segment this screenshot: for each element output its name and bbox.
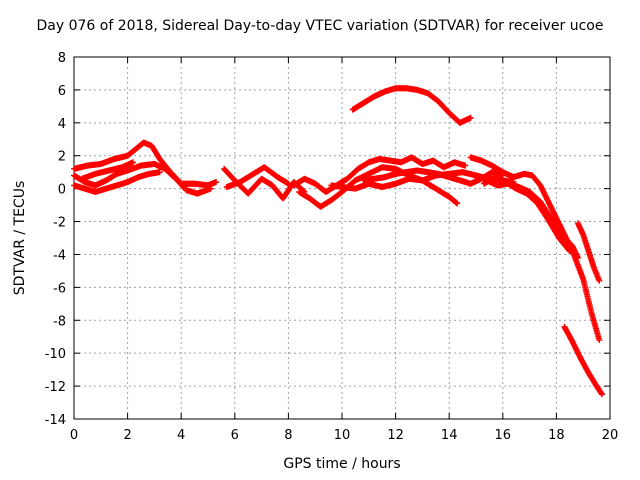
- x-tick-label: 16: [495, 428, 512, 443]
- y-tick-label: -8: [53, 314, 66, 329]
- x-tick-label: 8: [284, 428, 292, 443]
- y-tick-label: -6: [53, 281, 66, 296]
- data-series-track-3: [71, 169, 163, 195]
- y-tick-label: -2: [53, 216, 66, 231]
- data-point: [207, 185, 214, 192]
- data-series-track-5: [221, 165, 308, 202]
- data-point: [467, 114, 474, 121]
- data-point: [566, 248, 573, 255]
- y-tick-label: -4: [53, 248, 66, 263]
- x-tick-label: 18: [548, 428, 565, 443]
- data-series-track-4: [79, 159, 136, 182]
- data-series-track-6: [223, 164, 292, 190]
- x-tick-label: 14: [441, 428, 458, 443]
- data-point: [213, 179, 220, 186]
- data-point: [454, 200, 461, 207]
- x-tick-label: 2: [123, 428, 131, 443]
- data-point: [156, 169, 163, 176]
- data-series-track-1: [71, 139, 220, 189]
- x-tick-label: 12: [387, 428, 404, 443]
- y-tick-label: -10: [45, 347, 66, 362]
- data-point: [596, 337, 603, 344]
- data-series-track-2: [71, 160, 214, 197]
- data-point: [596, 277, 603, 284]
- x-axis-label: GPS time / hours: [283, 456, 401, 472]
- data-point: [285, 180, 292, 187]
- x-tick-label: 6: [231, 428, 239, 443]
- y-tick-label: 0: [58, 183, 66, 198]
- data-point-interp: [566, 247, 573, 254]
- y-axis-label: SDTVAR / TECUs: [12, 180, 28, 296]
- x-tick-label: 4: [177, 428, 185, 443]
- data-series-track-10: [349, 85, 474, 126]
- x-tick-label: 20: [602, 428, 619, 443]
- chart-title: Day 076 of 2018, Sidereal Day-to-day VTE…: [36, 18, 604, 34]
- data-series-track-15: [574, 220, 603, 284]
- data-series-track-14: [481, 174, 573, 255]
- y-tick-label: 4: [58, 117, 66, 132]
- data-series-track-16: [561, 323, 605, 398]
- y-tick-label: -14: [45, 413, 66, 428]
- y-tick-label: 8: [58, 51, 66, 66]
- data-point: [462, 162, 469, 169]
- y-tick-label: 6: [58, 84, 66, 99]
- data-point: [574, 254, 581, 261]
- x-tick-label: 0: [70, 428, 78, 443]
- y-tick-label: -12: [45, 380, 66, 395]
- data-point: [598, 391, 605, 398]
- data-point: [129, 159, 136, 166]
- plot-frame: [73, 56, 611, 420]
- data-series-track-7: [290, 154, 469, 195]
- x-tick-label: 10: [334, 428, 351, 443]
- y-tick-label: 2: [58, 150, 66, 165]
